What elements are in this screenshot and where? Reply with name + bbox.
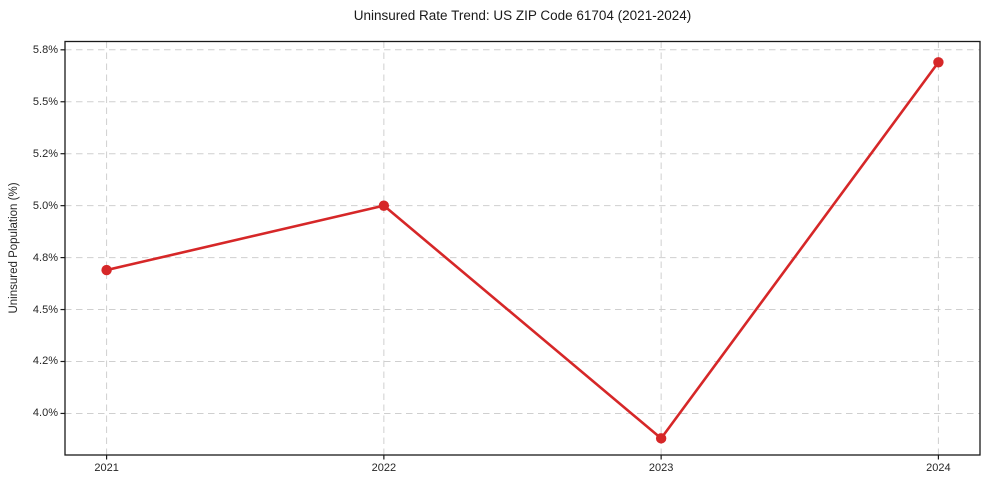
x-tick-label: 2023 [648,462,674,474]
data-point-marker [378,200,390,211]
x-tick-label: 2021 [94,462,119,474]
y-tick-label: 4.8% [32,251,58,264]
y-tick-label: 5.5% [32,95,58,108]
x-tick-label: 2022 [371,462,397,474]
x-tick-label: 2024 [926,462,951,474]
y-tick-label: 5.2% [32,147,58,160]
data-point-marker [933,57,944,68]
y-tick-label: 4.2% [32,355,58,368]
data-line [105,60,940,440]
y-tick-label: 4.0% [32,407,58,420]
y-tick-label: 4.5% [32,303,58,316]
y-tick-label: 5.0% [32,199,58,212]
data-point-marker [655,433,667,444]
plot-border [64,40,981,456]
data-point-marker [101,264,112,276]
chart-title: Uninsured Rate Trend: US ZIP Code 61704 … [353,8,692,23]
y-tick-label: 5.8% [32,43,58,56]
